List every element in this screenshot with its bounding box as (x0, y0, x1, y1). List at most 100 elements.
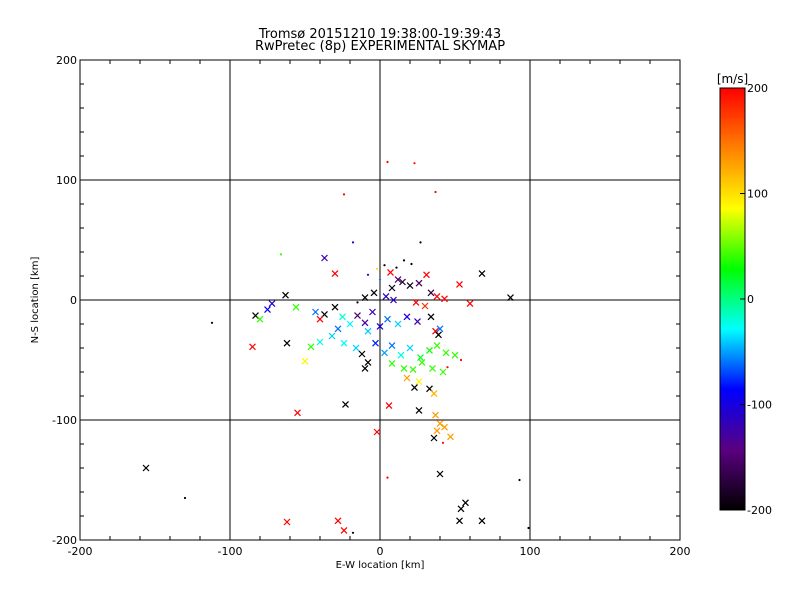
colorbar-tick-label: 0 (747, 293, 754, 306)
data-point-x (423, 271, 430, 279)
marker-stroke (415, 378, 423, 386)
marker-stroke (507, 294, 514, 302)
marker-stroke (382, 292, 390, 300)
marker-stroke (283, 339, 291, 347)
colorbar-tick-label: 200 (747, 82, 768, 95)
data-point-x (507, 294, 514, 302)
marker-stroke (388, 284, 396, 292)
marker-stroke (249, 343, 256, 351)
marker-stroke (268, 300, 276, 308)
data-point-x (394, 276, 402, 284)
marker-stroke (372, 339, 379, 347)
data-point-x (433, 427, 441, 435)
marker-stroke (426, 346, 433, 354)
marker-stroke (369, 308, 376, 316)
data-point-x (412, 298, 420, 306)
marker-stroke (432, 327, 439, 335)
data-point-x (361, 319, 369, 327)
marker-stroke (478, 517, 486, 525)
marker-stroke (436, 420, 444, 428)
data-point-x (361, 364, 369, 372)
data-point-x (441, 295, 448, 303)
data-point-x (301, 357, 309, 365)
data-point-dot (419, 241, 422, 244)
data-point-x (346, 320, 354, 328)
marker-stroke (376, 322, 384, 330)
marker-stroke (364, 358, 372, 366)
data-point-dot (279, 253, 283, 256)
data-point-x (334, 517, 342, 525)
data-point-x (382, 292, 390, 300)
marker-stroke (457, 505, 465, 513)
marker-stroke (432, 411, 439, 419)
data-point-x (142, 464, 150, 472)
marker-stroke (256, 315, 264, 323)
marker-stroke (346, 320, 354, 328)
data-point-x (462, 499, 469, 507)
marker-stroke (331, 303, 339, 311)
data-point-x (268, 300, 276, 308)
marker-stroke (361, 364, 369, 372)
data-point-x (339, 313, 346, 321)
data-point-dot (351, 531, 355, 534)
data-point-x (388, 360, 396, 368)
data-point-x (388, 284, 396, 292)
marker-stroke (409, 366, 417, 374)
data-point-x (294, 409, 301, 417)
data-point-dot (356, 301, 359, 304)
data-point-x (427, 313, 435, 321)
data-point-x (342, 400, 349, 408)
marker-stroke (316, 338, 324, 346)
data-point-x (283, 518, 291, 526)
colorbar-tick-label: -100 (747, 399, 772, 412)
marker-stroke (418, 358, 426, 366)
y-tick-label: 200 (56, 54, 77, 67)
data-point-x (421, 302, 429, 310)
marker-stroke (364, 327, 372, 335)
data-point-x (369, 308, 376, 316)
data-point-x (328, 332, 336, 340)
data-point-x (249, 343, 256, 351)
data-point-x (390, 296, 397, 304)
colorbar: [m/s] 200 100 0 -100 -200 (717, 72, 772, 517)
marker-stroke (411, 384, 418, 392)
marker-stroke (340, 339, 348, 347)
colorbar-tick-label: 100 (747, 188, 768, 201)
marker-stroke (321, 254, 328, 262)
data-point-x (321, 254, 328, 262)
data-point-x (384, 315, 391, 323)
data-point-dot (375, 267, 379, 270)
marker-stroke (442, 349, 450, 357)
data-point-x (430, 434, 438, 442)
marker-stroke (427, 289, 435, 297)
marker-stroke (439, 368, 447, 376)
data-point-dot (351, 241, 355, 244)
marker-stroke (384, 315, 391, 323)
y-tick-label: -100 (52, 414, 77, 427)
data-point-x (334, 325, 342, 333)
data-point-x (354, 312, 361, 320)
data-point-x (457, 505, 465, 513)
marker-stroke (316, 315, 324, 323)
x-tick-label: -100 (218, 545, 243, 558)
x-tick-label: 200 (670, 545, 691, 558)
data-point-x (418, 358, 426, 366)
data-point-dot (366, 273, 370, 276)
data-point-x (427, 289, 435, 297)
marker-stroke (388, 360, 396, 368)
marker-stroke (282, 291, 289, 299)
marker-stroke (412, 298, 420, 306)
data-point-x (331, 303, 339, 311)
data-point-x (451, 351, 459, 359)
colorbar-tick-label: -200 (747, 504, 772, 517)
data-point-x (403, 313, 411, 321)
axis-ticks: -200 -100 0 100 200 -200 -100 0 100 200 (52, 54, 690, 558)
data-point-x (316, 338, 324, 346)
data-point-x (399, 278, 406, 286)
marker-stroke (466, 300, 474, 308)
data-point-dot (527, 526, 530, 530)
grid-lines (79, 59, 681, 541)
data-point-x (433, 292, 441, 300)
marker-stroke (312, 308, 319, 316)
marker-stroke (441, 295, 448, 303)
